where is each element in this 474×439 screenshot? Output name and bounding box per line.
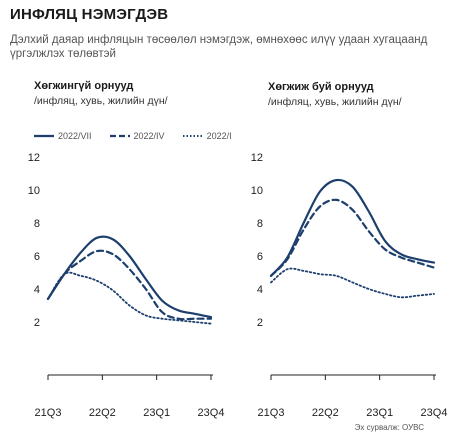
- left-panel-title: Хөгжингүй орнууд: [34, 80, 134, 92]
- right-panel-title: Хөгжиж буй орнууд: [268, 81, 374, 93]
- right-x-tick-label: 22Q2: [312, 407, 339, 419]
- left-series-line-2022-i: [47, 271, 212, 325]
- left-x-tick-label: 23Q4: [198, 407, 225, 419]
- chart-subtitle: Дэлхий даяар инфляцын төсөөлөл нэмэгдэж,…: [10, 34, 428, 60]
- left-y-tick-label: 2: [34, 317, 40, 329]
- legend-item-2022-vii: 2022/VII: [34, 131, 92, 141]
- right-series-line-2022-iv: [269, 198, 436, 277]
- left-series-line-2022-iv: [46, 249, 213, 321]
- right-series-line-2022-i: [270, 267, 435, 299]
- right-y-tick-label: 4: [257, 284, 263, 296]
- left-x-tick-label: 22Q2: [89, 407, 116, 419]
- right-y-tick-label: 2: [257, 317, 263, 329]
- right-y-tick-label: 6: [257, 251, 263, 263]
- right-x-tick-label: 23Q1: [366, 407, 393, 419]
- right-x-tick-label: 23Q4: [421, 407, 448, 419]
- legend-label-2022-vii: 2022/VII: [58, 131, 92, 141]
- chart-title: ИНФЛЯЦ НЭМЭГДЭВ: [10, 6, 169, 23]
- left-x-tick-label: 21Q3: [35, 407, 62, 419]
- legend-item-2022-iv: 2022/IV: [109, 131, 165, 141]
- left-panel-subtitle: /инфляц, хувь, жилийн дүн/: [34, 95, 168, 107]
- legend-swatch-dashed: [109, 134, 130, 138]
- left-x-tick-label: 23Q1: [143, 407, 170, 419]
- left-y-tick-label: 6: [34, 251, 40, 263]
- right-panel-subtitle: /инфляц, хувь, жилийн дүн/: [268, 96, 402, 108]
- right-y-tick-label: 10: [251, 185, 263, 197]
- left-series-line-2022-vii: [46, 235, 213, 319]
- right-y-tick-label: 12: [251, 152, 263, 164]
- source-note: Эх сурвалж: ОУВС: [354, 423, 424, 432]
- legend-label-2022-i: 2022/I: [206, 131, 232, 141]
- legend-label-2022-iv: 2022/IV: [133, 131, 165, 141]
- left-y-tick-label: 10: [28, 185, 40, 197]
- right-x-tick-label: 21Q3: [258, 407, 285, 419]
- right-y-tick-label: 8: [257, 218, 263, 230]
- left-y-tick-label: 12: [28, 152, 40, 164]
- left-y-tick-label: 8: [34, 218, 40, 230]
- right-series-line-2022-vii: [269, 178, 436, 277]
- legend-item-2022-i: 2022/I: [182, 131, 232, 141]
- left-y-tick-label: 4: [34, 284, 40, 296]
- legend: 2022/VII 2022/IV 2022/I: [34, 131, 244, 141]
- legend-swatch-solid: [34, 134, 54, 138]
